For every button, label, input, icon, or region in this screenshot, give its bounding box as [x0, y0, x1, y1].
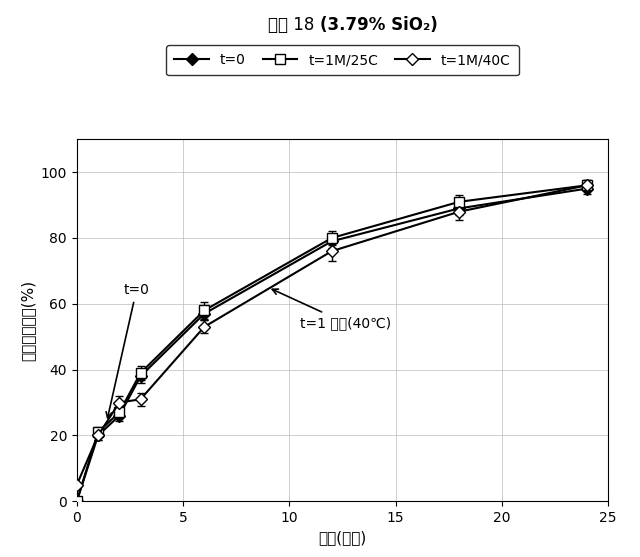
X-axis label: 時間(時間): 時間(時間): [318, 531, 367, 545]
Text: 製剤 18: 製剤 18: [268, 16, 320, 34]
Legend: t=0, t=1M/25C, t=1M/40C: t=0, t=1M/25C, t=1M/40C: [166, 45, 519, 76]
Y-axis label: 累積薬物放出(%): 累積薬物放出(%): [20, 280, 35, 361]
Text: t=1 カ月(40℃): t=1 カ月(40℃): [272, 289, 391, 330]
Text: (3.79% SiO₂): (3.79% SiO₂): [320, 16, 438, 34]
Text: t=0: t=0: [106, 283, 149, 418]
